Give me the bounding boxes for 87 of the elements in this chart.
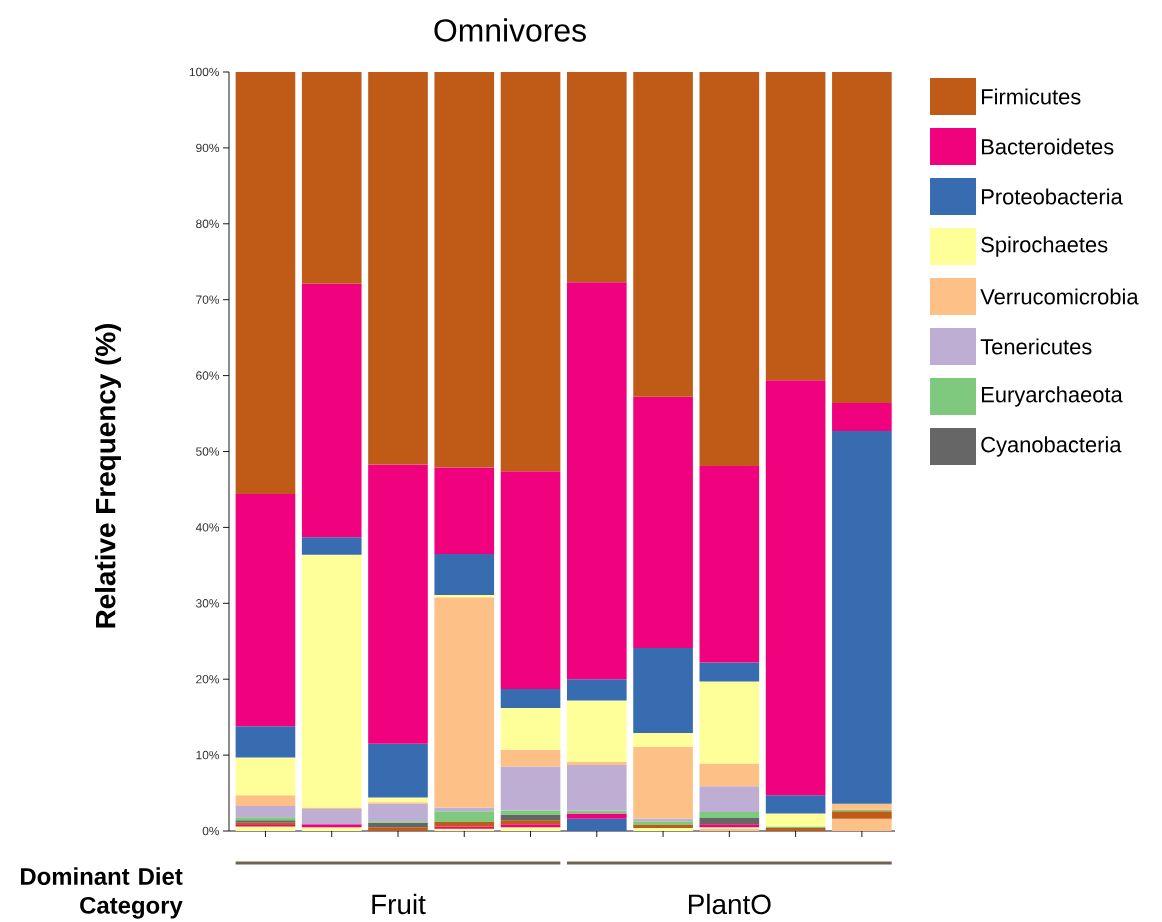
legend-label: Proteobacteria	[982, 188, 1123, 205]
legend-label: Cyanobacteria	[981, 436, 1122, 457]
y-tick-label: 30%	[196, 599, 220, 608]
bar	[566, 71, 627, 283]
bar	[434, 597, 495, 808]
y-tick-label: 100%	[189, 67, 220, 77]
bar	[699, 818, 760, 825]
bar	[235, 726, 296, 758]
bar	[235, 494, 296, 727]
bar	[566, 700, 627, 762]
bar	[566, 764, 627, 811]
legend-label: Spirochaetes	[981, 236, 1108, 257]
y-tick-label: 0%	[202, 826, 220, 836]
text: PlantO	[688, 893, 771, 915]
bar	[765, 380, 826, 796]
bar	[633, 746, 693, 819]
bar	[500, 815, 561, 821]
y-tick-label: 20%	[196, 674, 220, 684]
bar	[235, 805, 296, 818]
bar	[368, 71, 428, 465]
y-tick-label: 70%	[196, 295, 220, 304]
bar	[500, 689, 561, 709]
bar	[832, 803, 892, 810]
legend-label: Bacteroidetes	[982, 138, 1114, 155]
text: Fruit	[372, 893, 426, 915]
bar	[765, 813, 826, 827]
bar	[301, 71, 362, 284]
bar	[368, 827, 428, 831]
bar	[434, 71, 495, 468]
bar	[566, 810, 627, 814]
bar	[633, 733, 693, 747]
bar	[368, 464, 428, 744]
bar	[434, 553, 495, 595]
bar	[500, 749, 561, 767]
bar	[765, 71, 826, 381]
bar	[434, 807, 495, 812]
bar	[699, 763, 760, 787]
bar	[434, 467, 495, 554]
bar	[235, 757, 296, 796]
y-tick-label: 10%	[196, 750, 220, 760]
y-tick-label: 60%	[196, 371, 220, 380]
bar	[566, 679, 627, 701]
legend-label: Verrucomicrobia	[980, 288, 1139, 305]
bar	[832, 818, 892, 831]
bar	[832, 402, 892, 431]
bar	[699, 812, 760, 819]
bar	[301, 808, 362, 825]
bar	[765, 795, 826, 814]
bar	[500, 766, 561, 811]
bar	[832, 811, 892, 819]
bar	[500, 708, 561, 750]
legend-label: Tenericutes	[980, 338, 1092, 355]
bar	[500, 471, 561, 690]
bar	[633, 648, 693, 734]
bar	[500, 820, 561, 825]
x-axis-title: Dominant Diet Category	[21, 867, 183, 919]
bar	[699, 681, 760, 764]
y-tick-label: 40%	[195, 523, 220, 532]
bar	[699, 662, 760, 682]
chart-title: Omnivores	[434, 18, 586, 42]
y-tick-label: 90%	[196, 143, 220, 153]
bar	[368, 743, 428, 798]
bar	[235, 71, 296, 494]
bar	[633, 396, 693, 649]
bar	[301, 537, 362, 555]
y-axis-title: Relative Frequency (%)	[95, 323, 121, 628]
legend-label: Firmicutes	[982, 88, 1081, 105]
bar	[500, 71, 561, 472]
bar	[699, 786, 760, 813]
bar	[832, 431, 892, 804]
bar	[235, 795, 296, 806]
bar	[368, 803, 428, 822]
bar	[566, 818, 627, 831]
y-tick-label: 50%	[196, 447, 220, 456]
bar	[699, 71, 760, 466]
bar	[235, 826, 296, 831]
y-tick-label: 80%	[196, 219, 220, 229]
bar	[301, 554, 362, 808]
bar	[633, 71, 693, 397]
bar	[434, 811, 495, 822]
bar	[699, 465, 760, 663]
bar	[566, 813, 627, 819]
bar	[832, 71, 892, 403]
bar	[566, 282, 627, 680]
legend-label: Euryarchaeota	[982, 386, 1123, 407]
bar	[566, 761, 627, 765]
bar	[301, 283, 362, 538]
